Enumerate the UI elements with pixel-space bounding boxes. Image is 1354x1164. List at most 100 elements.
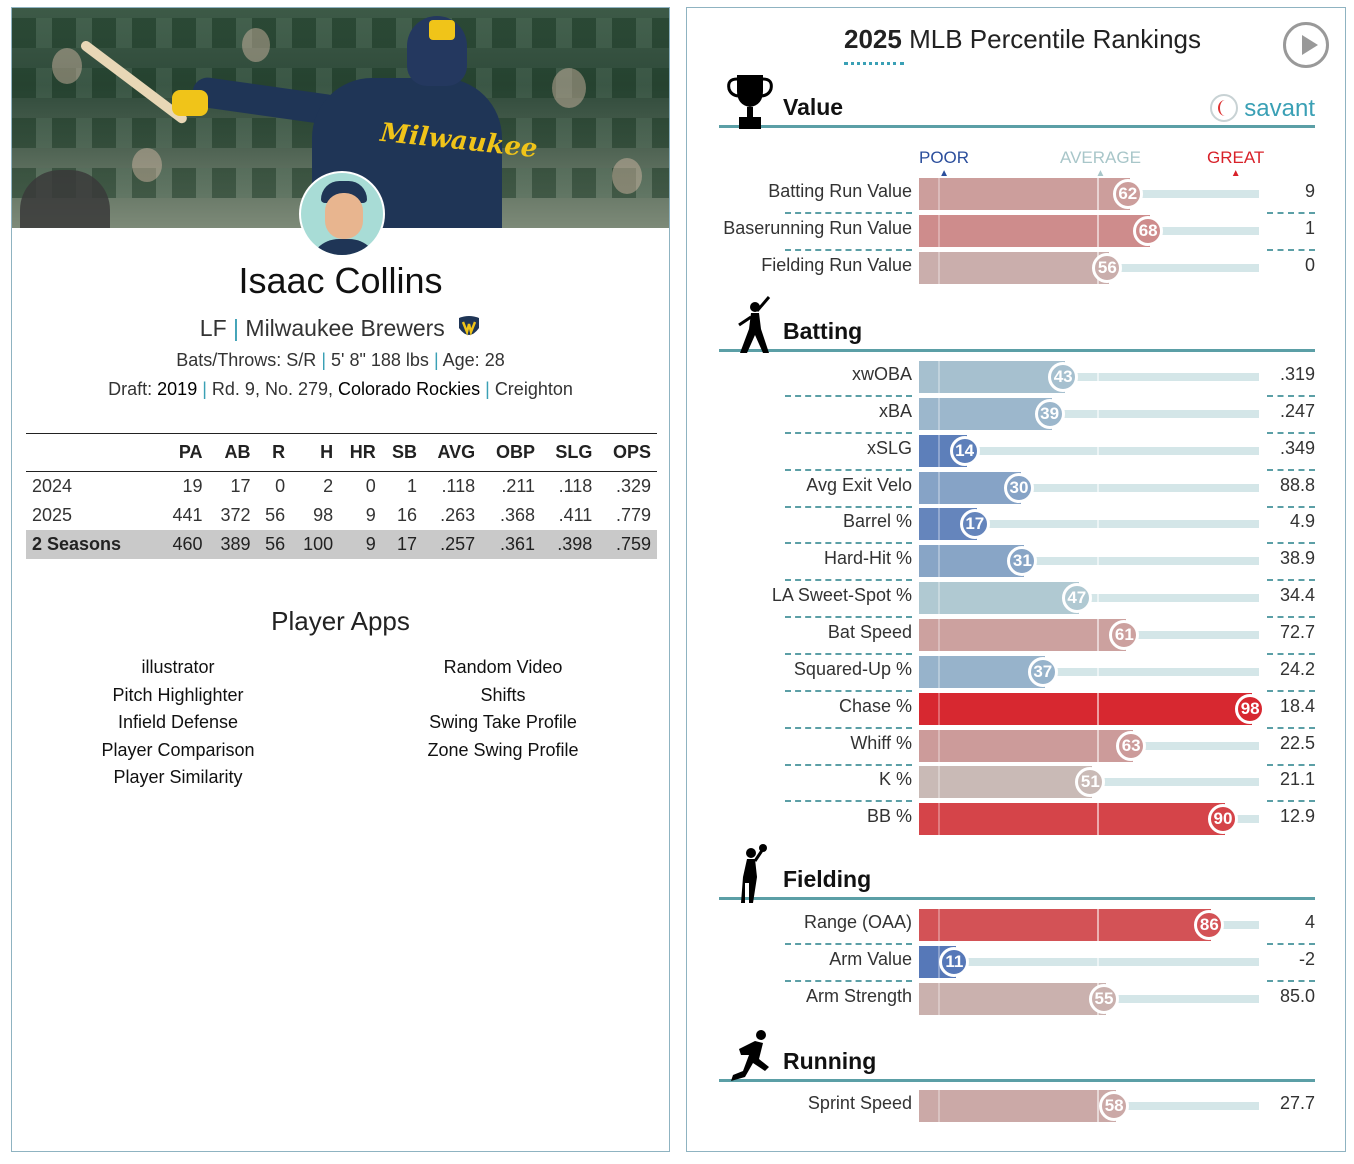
stats-row: 2024 19 17 0 2 0 1 .118 .211 .118 .329 <box>26 472 657 502</box>
stats-cell: .329 <box>615 476 651 496</box>
value-divider <box>1267 979 1315 982</box>
metric-value: 1 <box>1304 217 1315 238</box>
value-divider <box>1267 212 1315 214</box>
player-card: Milwaukee Isaac Collins LF | Milwaukee B… <box>11 7 670 1152</box>
metric-row[interactable]: Hard-Hit % 31 38.9 <box>687 544 1347 582</box>
percentile-bar <box>919 1090 1117 1122</box>
row-divider <box>785 542 912 545</box>
section-batting-header: Batting <box>719 296 1315 353</box>
row-divider <box>785 979 912 982</box>
row-divider <box>785 616 912 619</box>
percentile-bubble: 37 <box>1027 656 1058 687</box>
percentile-bar <box>919 982 1106 1015</box>
percentile-track <box>919 446 1259 455</box>
stats-cell: .361 <box>481 530 542 559</box>
bats-throws-label: Bats/Throws: <box>176 350 282 370</box>
metric-row[interactable]: K % 51 21.1 <box>687 765 1347 803</box>
stats-cell: 16 <box>396 505 417 525</box>
savant-logo[interactable]: savant <box>1210 94 1315 123</box>
scale-average-text: AVERAGE <box>1060 148 1141 167</box>
percentile-bar <box>919 729 1134 762</box>
play-animation-button[interactable] <box>1283 22 1329 68</box>
metric-label: LA Sweet-Spot % <box>771 585 912 606</box>
metric-label: Avg Exit Velo <box>806 474 912 495</box>
metric-row[interactable]: xwOBA 43 .319 <box>687 360 1347 397</box>
percentile-bar <box>919 214 1151 247</box>
player-headshot <box>299 171 385 257</box>
player-app-link[interactable]: Infield Defense <box>117 712 239 732</box>
metric-row[interactable]: BB % 90 12.9 <box>687 802 1347 838</box>
rankings-year[interactable]: 2025 <box>844 24 902 54</box>
poor-marker-line <box>938 766 940 799</box>
metric-row[interactable]: Avg Exit Velo 30 88.8 <box>687 471 1347 508</box>
poor-marker-line <box>938 1090 940 1122</box>
metric-row[interactable]: Barrel % 17 4.9 <box>687 507 1347 545</box>
player-app-link[interactable]: Player Comparison <box>101 739 255 760</box>
average-marker-line <box>1097 582 1099 615</box>
row-divider <box>785 395 912 397</box>
metric-row[interactable]: Baserunning Run Value 68 1 <box>687 214 1347 251</box>
draft-year[interactable]: 2019 <box>157 379 198 399</box>
metric-value: 4.9 <box>1289 511 1315 532</box>
metric-row[interactable]: Range (OAA) 86 4 <box>687 908 1347 945</box>
average-marker-line <box>1097 471 1099 504</box>
metric-value: 85.0 <box>1279 985 1315 1006</box>
stats-cell: .779 <box>615 505 651 525</box>
metric-label: Fielding Run Value <box>761 254 912 275</box>
player-app-link[interactable]: Swing Take Profile <box>429 712 577 732</box>
player-app-link[interactable]: Player Similarity <box>113 767 243 787</box>
player-app-link[interactable]: Pitch Highlighter <box>112 684 244 705</box>
player-app-link[interactable]: Random Video <box>443 657 563 677</box>
metric-row[interactable]: Chase % 98 18.4 <box>687 692 1347 729</box>
metric-value: 27.7 <box>1279 1093 1315 1113</box>
scale-poor-label: POOR ▲ <box>919 148 969 179</box>
stats-cell: .118 <box>558 476 593 496</box>
metric-row[interactable]: Whiff % 63 22.5 <box>687 729 1347 766</box>
player-team[interactable]: Milwaukee Brewers <box>245 315 445 341</box>
metric-label: Whiff % <box>850 732 912 753</box>
poor-marker-line <box>938 655 940 688</box>
percentile-bar <box>919 909 1212 941</box>
stats-cell: .368 <box>500 505 536 525</box>
height-weight: 5' 8" 188 lbs <box>331 350 429 370</box>
metric-row[interactable]: xSLG 14 .349 <box>687 434 1347 471</box>
metric-row[interactable]: xBA 39 .247 <box>687 397 1347 434</box>
draft-team[interactable]: Colorado Rockies <box>338 379 481 399</box>
metric-row[interactable]: LA Sweet-Spot % 47 34.4 <box>687 581 1347 619</box>
bats-throws: S/R <box>286 350 317 370</box>
row-divider <box>785 763 912 766</box>
poor-marker-line <box>938 545 940 578</box>
metric-row[interactable]: Arm Strength 55 85.0 <box>687 982 1347 1018</box>
metric-row[interactable]: Batting Run Value 62 9 <box>687 177 1347 214</box>
metric-row[interactable]: Bat Speed 61 72.7 <box>687 618 1347 655</box>
metric-label: K % <box>878 769 912 790</box>
stats-header-row: PA AB R H HR SB AVG OBP SLG OPS <box>26 433 657 472</box>
player-app-link[interactable]: Shifts <box>480 684 526 705</box>
player-app-link[interactable]: Zone Swing Profile <box>427 739 579 760</box>
metric-label: xSLG <box>866 437 912 458</box>
percentile-bubble: 63 <box>1116 730 1147 761</box>
metric-row[interactable]: Arm Value 11 -2 <box>687 945 1347 982</box>
percentile-bar <box>919 766 1093 799</box>
stats-header: OPS <box>598 433 657 472</box>
metric-row[interactable]: Sprint Speed 58 27.7 <box>687 1089 1347 1125</box>
poor-marker-line <box>938 397 940 430</box>
rankings-title: 2025 MLB Percentile Rankings <box>844 24 1201 55</box>
percentile-bubble: 55 <box>1089 983 1119 1014</box>
row-divider <box>785 689 912 692</box>
metric-row[interactable]: Squared-Up % 37 24.2 <box>687 655 1347 692</box>
career-stats-table: PA AB R H HR SB AVG OBP SLG OPS 2024 19 17… <box>26 433 657 559</box>
poor-marker-line <box>938 471 940 504</box>
metric-row[interactable]: Fielding Run Value 56 0 <box>687 251 1347 287</box>
value-divider <box>1267 800 1315 803</box>
player-apps-title: Player Apps <box>271 606 410 636</box>
stats-cell: .257 <box>423 530 482 559</box>
player-app-link[interactable]: illustrator <box>141 657 215 677</box>
stats-cell: 9 <box>339 530 382 559</box>
trophy-icon <box>727 75 773 129</box>
stats-row: 2025 441 372 56 98 9 16 .263 .368 .411 .779 <box>26 501 657 530</box>
section-title: Fielding <box>783 866 872 892</box>
section-title: Value <box>783 94 844 120</box>
stats-cell: .211 <box>501 476 536 496</box>
stats-header: PA <box>160 433 209 472</box>
